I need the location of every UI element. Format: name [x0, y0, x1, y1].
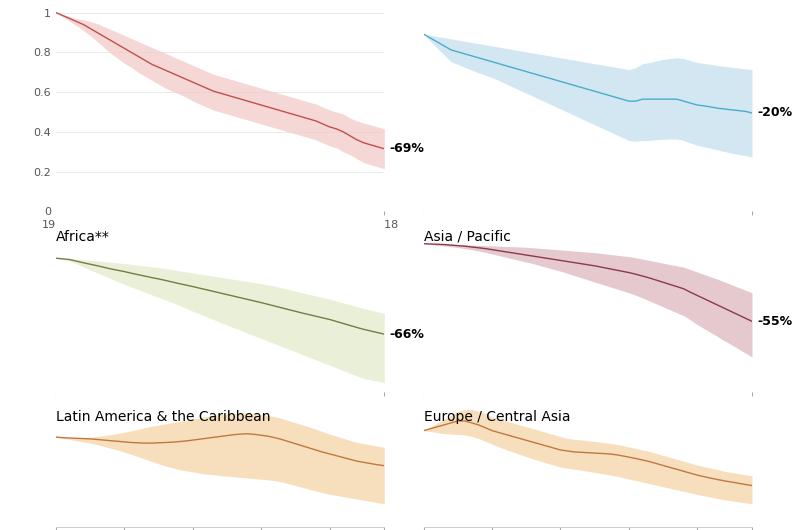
Text: -69%: -69% — [390, 142, 425, 155]
Text: Asia / Pacific: Asia / Pacific — [424, 230, 510, 244]
Text: Africa**: Africa** — [56, 230, 110, 244]
Text: Latin America & the Caribbean: Latin America & the Caribbean — [56, 411, 270, 425]
Text: -55%: -55% — [758, 315, 793, 328]
Text: Europe / Central Asia: Europe / Central Asia — [424, 411, 570, 425]
Text: -20%: -20% — [758, 107, 793, 119]
Text: -66%: -66% — [390, 328, 425, 341]
